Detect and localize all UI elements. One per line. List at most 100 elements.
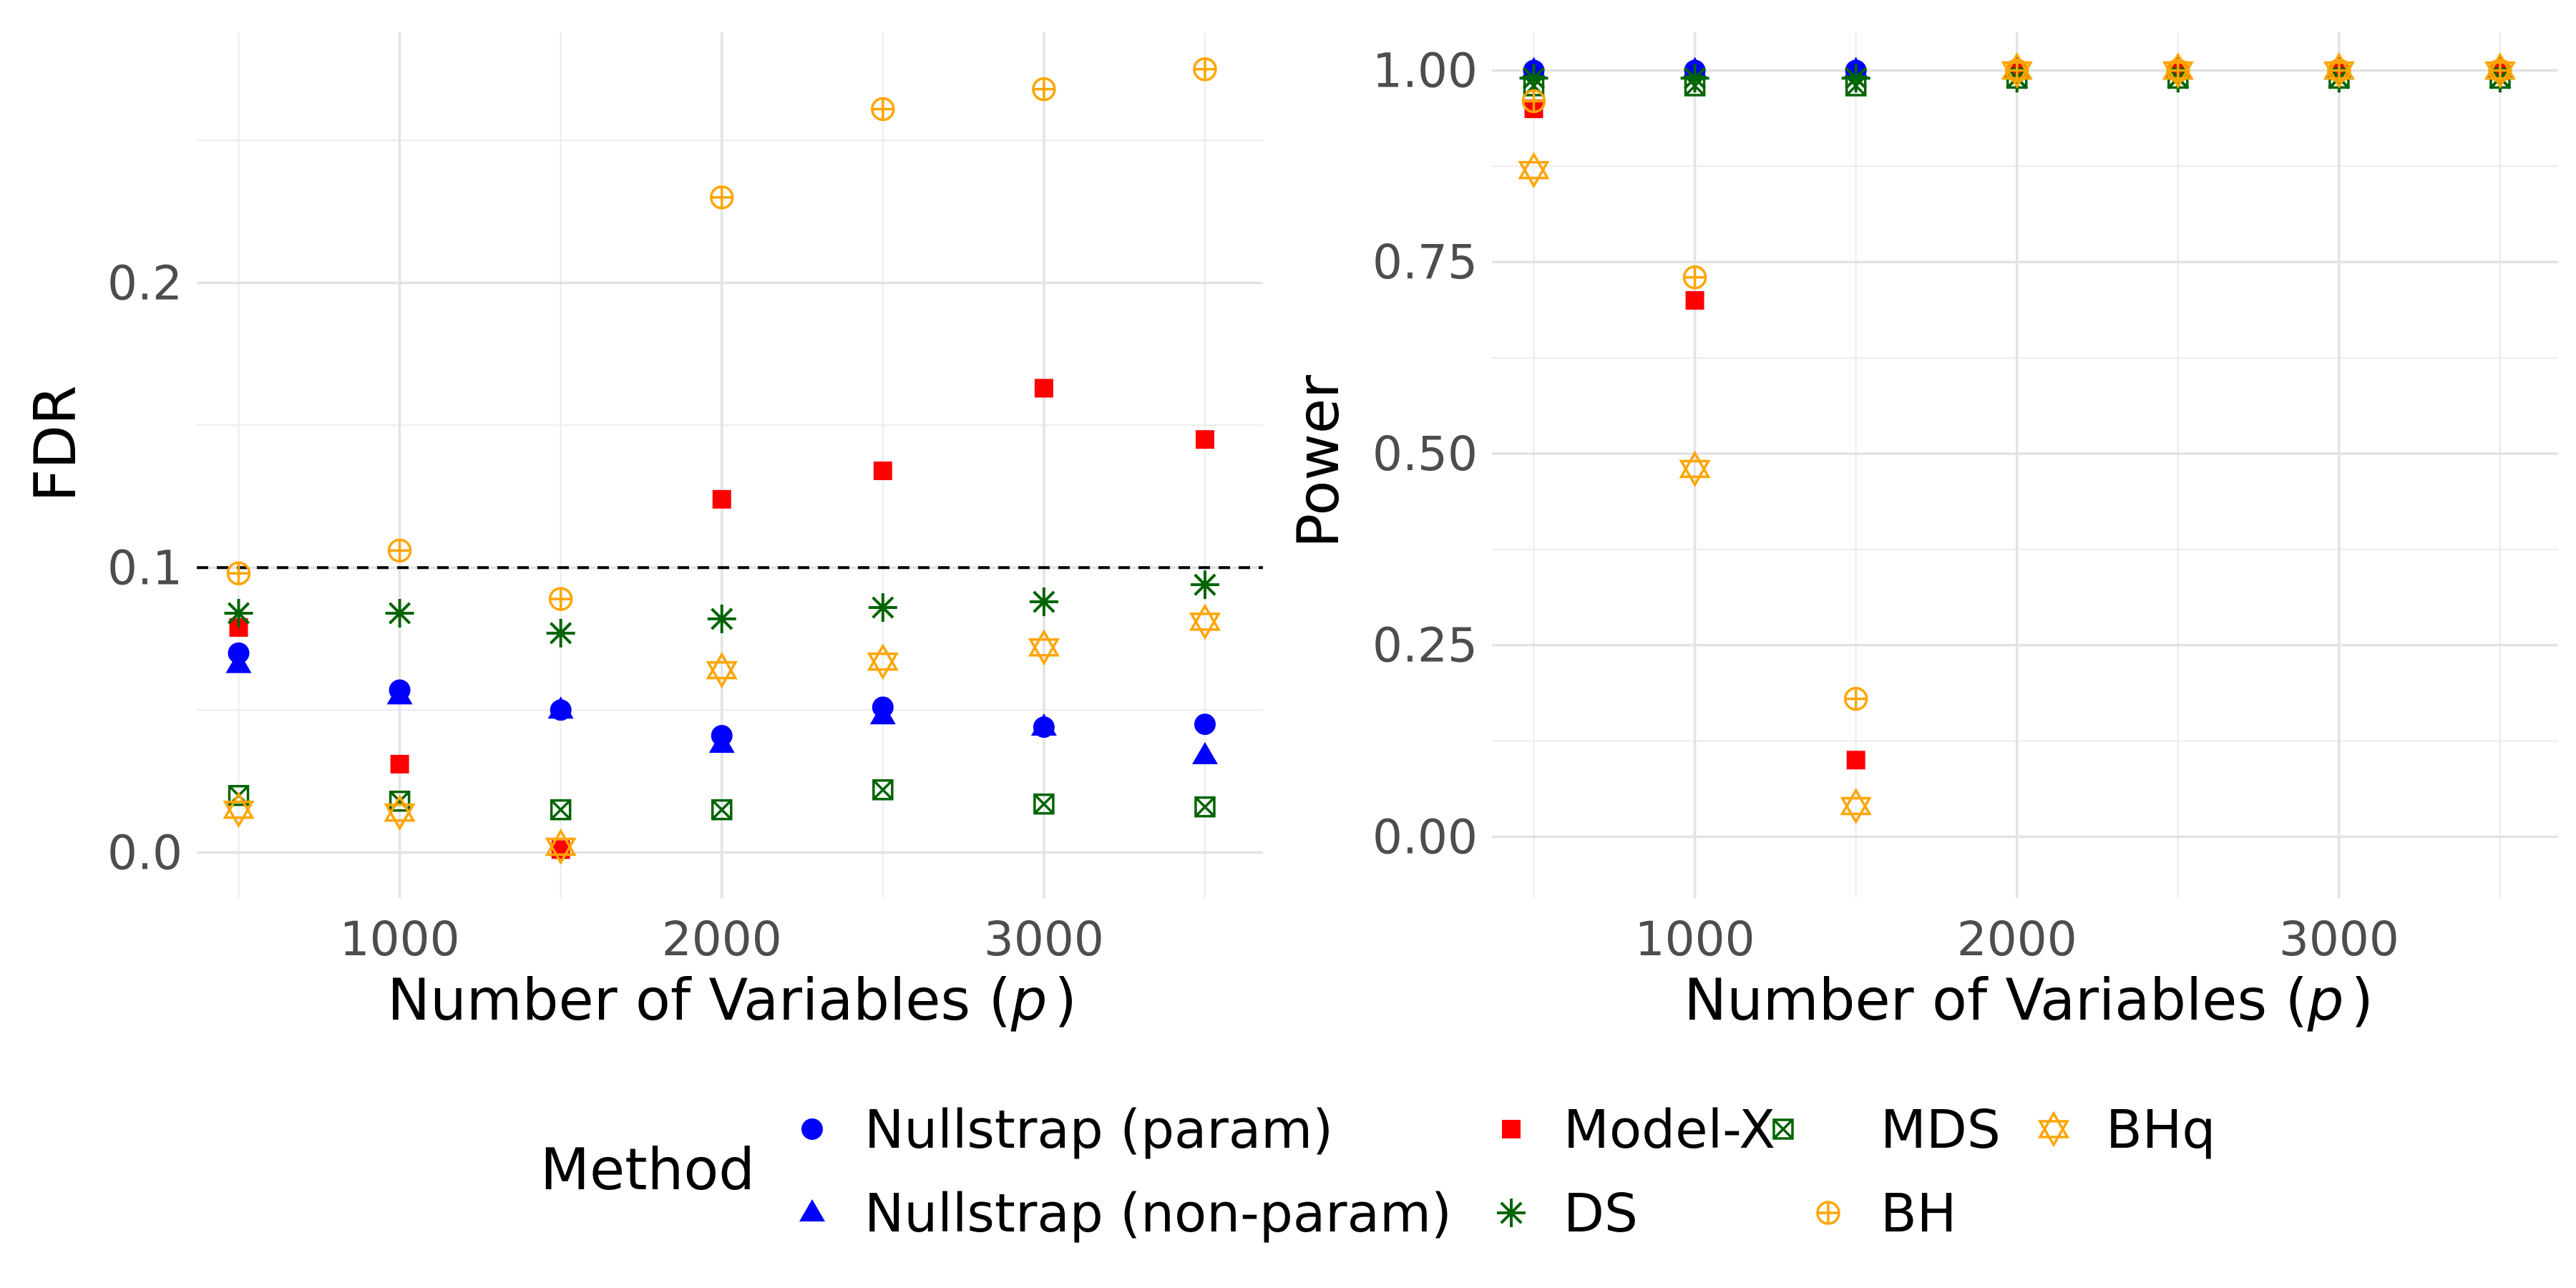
power-point-bhq — [2001, 52, 2033, 89]
fdr-point-ds — [385, 598, 414, 628]
fdr-y-axis-title: FDR — [22, 385, 89, 502]
fdr-point-nullstrap-param — [1194, 713, 1216, 736]
fdr-point-nullstrap-non-param — [708, 731, 735, 753]
fdr-point-nullstrap-non-param — [386, 682, 413, 705]
fdr-point-bhq — [545, 828, 577, 865]
power-grid — [1492, 32, 2558, 898]
power-point-bh — [1682, 265, 1707, 290]
fdr-point-nullstrap-non-param — [225, 650, 252, 673]
legend-label-bhq: BHq — [2106, 1099, 2215, 1161]
fdr-y-tick-label: 0.0 — [107, 825, 182, 880]
legend-item-model-x: Model-X — [1502, 1099, 1775, 1161]
fdr-point-bh — [387, 538, 412, 563]
fdr-point-mds — [711, 799, 733, 821]
power-y-tick-label: 0.00 — [1372, 809, 1478, 864]
power-x-tick-label: 3000 — [2279, 912, 2399, 967]
fdr-point-ds — [1190, 570, 1219, 600]
fdr-panel: 0.0 0.1 0.2 1000 2000 3000 Number of Variabl… — [22, 32, 1263, 1033]
legend-label-model-x: Model-X — [1563, 1099, 1775, 1161]
fdr-points — [223, 57, 1221, 865]
fdr-x-ticks: 1000 2000 3000 — [340, 912, 1104, 967]
fdr-point-bh — [1193, 57, 1217, 82]
legend-label-ds: DS — [1563, 1183, 1638, 1244]
legend-key-bhq — [2037, 1111, 2070, 1148]
legend-key-bh — [1816, 1201, 1840, 1225]
legend-label-nullstrap-param: Nullstrap (param) — [864, 1099, 1333, 1161]
fdr-point-nullstrap-non-param — [869, 702, 896, 725]
fdr-point-bh — [709, 185, 734, 210]
legend-item-ds: DS — [1497, 1183, 1638, 1244]
power-x-tick-label: 1000 — [1635, 912, 1755, 967]
fdr-point-mds — [872, 779, 894, 801]
power-x-tick-label: 2000 — [1957, 912, 2077, 967]
legend-key-nullstrap-non-param — [799, 1199, 825, 1221]
fdr-point-bh — [226, 561, 251, 585]
legend-key-ds — [1497, 1199, 1526, 1227]
fdr-point-bhq — [867, 643, 899, 680]
power-y-tick-label: 1.00 — [1372, 44, 1478, 99]
power-point-bhq — [2323, 52, 2355, 89]
fdr-point-bhq — [384, 794, 416, 831]
fdr-point-bhq — [1028, 629, 1060, 666]
fdr-point-mds — [1194, 796, 1216, 818]
fdr-grid — [197, 32, 1263, 898]
fdr-point-ds — [707, 604, 736, 633]
legend-item-bh: BH — [1816, 1183, 1956, 1244]
power-panel: 0.00 0.25 0.50 0.75 1.00 1000 2000 3000 Number… — [1285, 32, 2558, 1033]
legend-label-mds: MDS — [1880, 1099, 2001, 1161]
fdr-y-tick-label: 0.1 — [107, 540, 182, 595]
fdr-point-model-x — [873, 461, 892, 480]
legend-item-bhq: BHq — [2037, 1099, 2215, 1161]
fdr-point-bhq — [706, 652, 738, 689]
power-point-bhq — [1840, 788, 1872, 825]
power-points — [1518, 52, 2517, 825]
power-point-mds — [1684, 75, 1706, 97]
power-point-bhq — [2484, 52, 2517, 89]
fdr-point-nullstrap-non-param — [1030, 713, 1057, 736]
legend-key-model-x — [1502, 1120, 1521, 1138]
fdr-x-axis-title: Number of Variables (p) — [387, 967, 1077, 1033]
fdr-point-ds — [868, 593, 897, 623]
fdr-x-tick-label: 2000 — [662, 912, 782, 967]
fdr-y-tick-label: 0.2 — [107, 255, 182, 311]
power-x-ticks: 1000 2000 3000 — [1635, 912, 2399, 967]
fdr-point-bhq — [223, 791, 255, 829]
legend-label-nullstrap-non-param: Nullstrap (non-param) — [864, 1183, 1452, 1244]
fdr-x-tick-label: 3000 — [984, 912, 1104, 967]
power-point-mds — [1845, 75, 1867, 97]
fdr-point-ds — [224, 598, 253, 628]
legend-key-nullstrap-param — [801, 1118, 823, 1140]
fdr-point-mds — [550, 799, 572, 821]
legend-item-nullstrap-param: Nullstrap (param) — [801, 1099, 1333, 1161]
legend-title: Method — [540, 1136, 755, 1203]
power-y-tick-label: 0.75 — [1372, 235, 1478, 290]
power-point-bh — [1843, 686, 1868, 711]
fdr-y-ticks: 0.0 0.1 0.2 — [107, 255, 182, 880]
fdr-point-mds — [1033, 793, 1055, 815]
fdr-point-bhq — [1189, 603, 1221, 640]
power-point-model-x — [1846, 751, 1865, 770]
power-y-tick-label: 0.25 — [1372, 618, 1478, 673]
power-point-model-x — [1685, 291, 1704, 310]
fdr-x-tick-label: 1000 — [340, 912, 460, 967]
power-point-bh — [1521, 89, 1546, 114]
fdr-point-bh — [871, 97, 895, 122]
power-x-axis-title: Number of Variables (p) — [1684, 967, 2373, 1033]
fdr-point-nullstrap-non-param — [1191, 741, 1218, 764]
legend: Method Nullstrap (param) Nullstrap (non-p… — [540, 1099, 2215, 1244]
fdr-point-ds — [1029, 587, 1058, 617]
fdr-point-model-x — [712, 489, 731, 509]
power-point-bhq — [2162, 52, 2194, 89]
fdr-point-bh — [548, 587, 573, 611]
fdr-point-bh — [1032, 77, 1056, 102]
power-y-axis-title: Power — [1285, 375, 1352, 548]
power-point-bhq — [1518, 152, 1550, 189]
power-y-tick-label: 0.50 — [1372, 426, 1478, 482]
legend-item-nullstrap-non-param: Nullstrap (non-param) — [799, 1183, 1452, 1244]
legend-item-mds: MDS — [1772, 1099, 2001, 1161]
power-point-bhq — [1679, 450, 1711, 487]
legend-key-mds — [1772, 1118, 1794, 1140]
fdr-point-model-x — [1195, 430, 1214, 449]
fdr-point-nullstrap-non-param — [547, 696, 574, 719]
